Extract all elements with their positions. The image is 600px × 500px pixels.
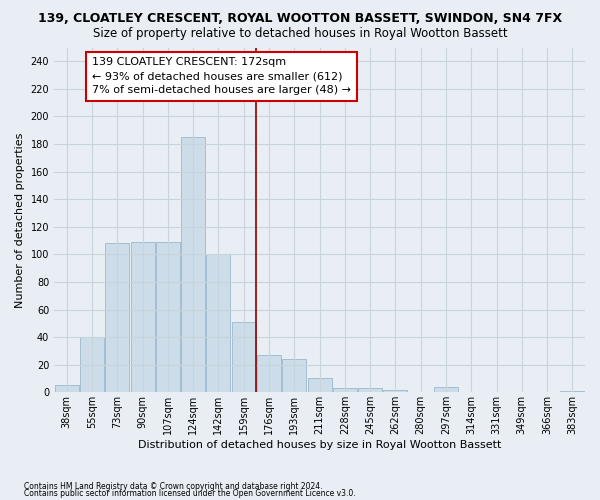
Text: 139, CLOATLEY CRESCENT, ROYAL WOOTTON BASSETT, SWINDON, SN4 7FX: 139, CLOATLEY CRESCENT, ROYAL WOOTTON BA…: [38, 12, 562, 26]
Bar: [181, 137, 205, 392]
Bar: [333, 388, 357, 392]
Text: Contains public sector information licensed under the Open Government Licence v3: Contains public sector information licen…: [24, 489, 356, 498]
Bar: [232, 322, 256, 392]
Bar: [282, 359, 306, 392]
Bar: [131, 242, 155, 392]
Bar: [560, 391, 584, 392]
Bar: [55, 386, 79, 392]
Bar: [308, 378, 332, 392]
Bar: [257, 355, 281, 393]
Y-axis label: Number of detached properties: Number of detached properties: [15, 132, 25, 308]
Bar: [434, 387, 458, 392]
Bar: [383, 390, 407, 392]
Bar: [156, 242, 180, 392]
Bar: [206, 254, 230, 392]
Bar: [80, 337, 104, 392]
X-axis label: Distribution of detached houses by size in Royal Wootton Bassett: Distribution of detached houses by size …: [138, 440, 501, 450]
Bar: [105, 244, 129, 392]
Text: Contains HM Land Registry data © Crown copyright and database right 2024.: Contains HM Land Registry data © Crown c…: [24, 482, 323, 491]
Text: Size of property relative to detached houses in Royal Wootton Bassett: Size of property relative to detached ho…: [92, 28, 508, 40]
Text: 139 CLOATLEY CRESCENT: 172sqm
← 93% of detached houses are smaller (612)
7% of s: 139 CLOATLEY CRESCENT: 172sqm ← 93% of d…: [92, 57, 351, 95]
Bar: [358, 388, 382, 392]
